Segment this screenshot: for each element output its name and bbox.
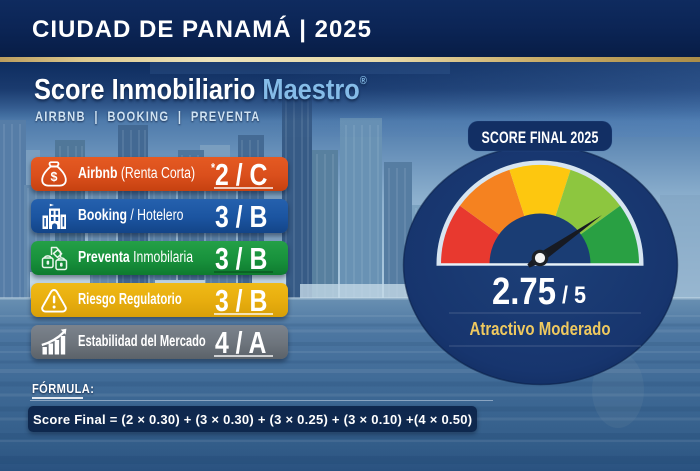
svg-text:2.75: 2.75 [492, 271, 556, 313]
svg-text:$: $ [51, 170, 58, 184]
svg-text:SCORE FINAL 2025: SCORE FINAL 2025 [482, 129, 599, 147]
svg-text:/ 5: / 5 [562, 282, 586, 309]
svg-text:Atractivo Moderado: Atractivo Moderado [470, 319, 611, 339]
